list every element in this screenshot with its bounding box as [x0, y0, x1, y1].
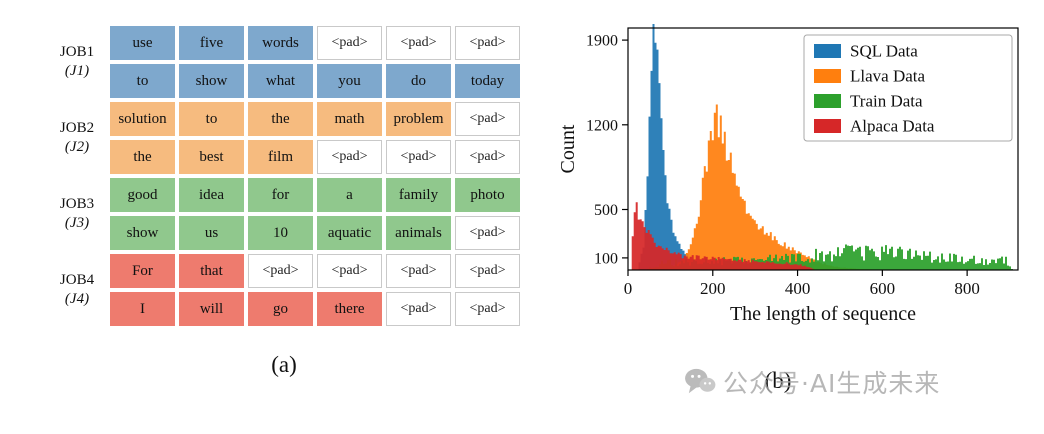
legend-box [803, 34, 1013, 142]
plot-frame [627, 27, 1019, 271]
token-cell: use [110, 26, 175, 60]
token-cell: there [317, 292, 382, 326]
y-axis-title: Count [558, 124, 579, 173]
token-cell: good [110, 178, 175, 212]
token-cell: do [386, 64, 451, 98]
job-label-job2: JOB2 (J2) [59, 119, 95, 156]
token-cell: 10 [248, 216, 313, 250]
caption-a: (a) [271, 352, 297, 377]
pad-cell: <pad> [248, 254, 313, 288]
token-cell: words [248, 26, 313, 60]
token-cell: problem [386, 102, 451, 136]
job-token-table: JOB1 (J1) use five words <pad> <pad> <pad> to sho… [48, 26, 520, 326]
y-tick-label: 500 [594, 202, 618, 219]
token-cell: for [248, 178, 313, 212]
token-cell: solution [110, 102, 175, 136]
pad-cell: <pad> [317, 140, 382, 174]
sequence-length-histogram: 100 500 1200 1900 0 200 400 600 800 The length of… [558, 24, 1019, 325]
pad-cell: <pad> [455, 102, 520, 136]
legend-swatch-train-data [814, 94, 841, 108]
pad-cell: <pad> [386, 26, 451, 60]
token-cell: photo [455, 178, 520, 212]
x-axis-title: The length of sequence [730, 303, 916, 325]
y-tick-label: 100 [594, 250, 618, 267]
x-tick-label: 200 [700, 279, 726, 298]
legend-label: SQL Data [850, 42, 918, 61]
token-cell: aquatic [317, 216, 382, 250]
caption-b: (b) [764, 368, 792, 393]
job-label-job4: JOB4 (J4) [59, 271, 95, 308]
legend-label: Train Data [850, 92, 923, 111]
token-cell: the [110, 140, 175, 174]
legend-swatch-llava-data [814, 69, 841, 83]
token-cell: math [317, 102, 382, 136]
token-cell: to [110, 64, 175, 98]
x-tick-label: 600 [870, 279, 896, 298]
legend-label: Alpaca Data [850, 117, 935, 136]
token-cell: go [248, 292, 313, 326]
pad-cell: <pad> [386, 254, 451, 288]
token-cell: I [110, 292, 175, 326]
legend-swatch-sql-data [814, 44, 841, 58]
x-tick-label: 800 [954, 279, 980, 298]
pad-cell: <pad> [317, 26, 382, 60]
token-cell: the [248, 102, 313, 136]
legend-swatch-alpaca-data [814, 119, 841, 133]
hist-series-alpaca-data [631, 202, 816, 270]
token-cell: what [248, 64, 313, 98]
y-tick-label: 1900 [586, 33, 618, 50]
pad-cell: <pad> [317, 254, 382, 288]
y-tick-label: 1200 [586, 117, 618, 134]
token-cell: film [248, 140, 313, 174]
token-cell: family [386, 178, 451, 212]
pad-cell: <pad> [455, 216, 520, 250]
hist-series-sql-data [638, 24, 759, 270]
token-cell: best [179, 140, 244, 174]
pad-cell: <pad> [455, 254, 520, 288]
pad-cell: <pad> [455, 140, 520, 174]
token-cell: idea [179, 178, 244, 212]
token-cell: a [317, 178, 382, 212]
token-cell: us [179, 216, 244, 250]
job-label-job1: JOB1 (J1) [59, 43, 95, 80]
pad-cell: <pad> [386, 140, 451, 174]
token-cell: today [455, 64, 520, 98]
token-cell: that [179, 254, 244, 288]
pad-cell: <pad> [455, 292, 520, 326]
token-cell: animals [386, 216, 451, 250]
token-cell: show [110, 216, 175, 250]
x-tick-label: 400 [785, 279, 811, 298]
token-cell: five [179, 26, 244, 60]
token-cell: show [179, 64, 244, 98]
token-cell: will [179, 292, 244, 326]
pad-cell: <pad> [386, 292, 451, 326]
legend-label: Llava Data [850, 67, 925, 86]
token-cell: to [179, 102, 244, 136]
hist-series-llava-data [661, 104, 878, 270]
pad-cell: <pad> [455, 26, 520, 60]
x-tick-label: 0 [624, 279, 633, 298]
token-cell: you [317, 64, 382, 98]
job-label-job3: JOB3 (J3) [59, 195, 95, 232]
token-cell: For [110, 254, 175, 288]
